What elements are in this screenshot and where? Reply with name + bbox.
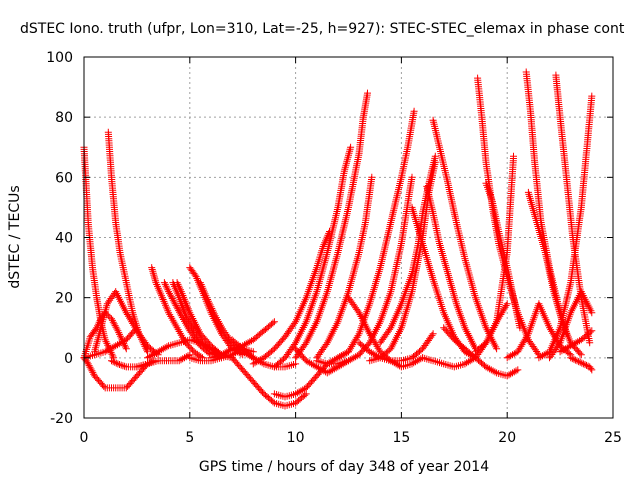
y-tick-label: 20 — [55, 291, 73, 307]
y-tick-label: 100 — [46, 50, 73, 66]
series-26 — [334, 107, 418, 362]
series-markers — [133, 351, 194, 371]
axis-ticks: 0 5 10 15 20 25 -20 0 20 40 60 80 100 — [46, 50, 622, 446]
series-markers — [292, 89, 371, 362]
series-markers — [429, 116, 501, 353]
series-39 — [503, 300, 575, 362]
x-tick-label: 5 — [185, 430, 194, 446]
series-20 — [249, 228, 333, 368]
series-44 — [546, 288, 596, 362]
x-tick-label: 10 — [287, 430, 305, 446]
series-28 — [355, 330, 437, 365]
series-43 — [552, 71, 594, 347]
series-35 — [440, 324, 522, 380]
series-16 — [228, 354, 310, 410]
series-markers — [503, 300, 575, 362]
series-markers — [423, 182, 479, 353]
series-markers — [104, 128, 151, 356]
series-markers — [249, 228, 333, 368]
y-tick-label: 40 — [55, 231, 73, 247]
x-axis-label: GPS time / hours of day 348 of year 2014 — [199, 459, 489, 475]
series-46 — [556, 327, 596, 356]
series-7 — [133, 351, 194, 371]
y-tick-label: -20 — [50, 411, 73, 427]
series-22 — [292, 89, 371, 362]
series-markers — [556, 327, 596, 356]
series-25 — [313, 173, 416, 368]
series-5 — [104, 128, 151, 356]
series-31 — [423, 182, 479, 353]
series-1 — [80, 354, 151, 392]
series-21 — [270, 143, 355, 371]
y-tick-label: 60 — [55, 170, 73, 186]
y-tick-label: 0 — [64, 351, 73, 367]
series-45 — [567, 354, 596, 374]
data-series — [80, 68, 596, 410]
series-markers — [270, 143, 355, 371]
series-38 — [472, 152, 517, 356]
y-tick-label: 80 — [55, 110, 73, 126]
series-markers — [567, 354, 596, 374]
series-32 — [429, 116, 501, 353]
series-markers — [80, 354, 151, 392]
x-tick-label: 0 — [80, 430, 89, 446]
series-markers — [313, 173, 416, 368]
series-markers — [552, 71, 594, 347]
series-markers — [472, 152, 517, 356]
series-markers — [546, 288, 596, 362]
x-tick-label: 25 — [604, 430, 622, 446]
x-tick-label: 15 — [392, 430, 410, 446]
series-24 — [292, 345, 352, 377]
x-tick-label: 20 — [498, 430, 516, 446]
series-markers — [440, 324, 522, 380]
chart-title: dSTEC Iono. truth (ufpr, Lon=310, Lat=-2… — [20, 21, 625, 37]
series-markers — [334, 107, 418, 362]
series-markers — [355, 330, 437, 365]
y-axis-label: dSTEC / TECUs — [7, 185, 23, 288]
series-markers — [228, 354, 310, 410]
